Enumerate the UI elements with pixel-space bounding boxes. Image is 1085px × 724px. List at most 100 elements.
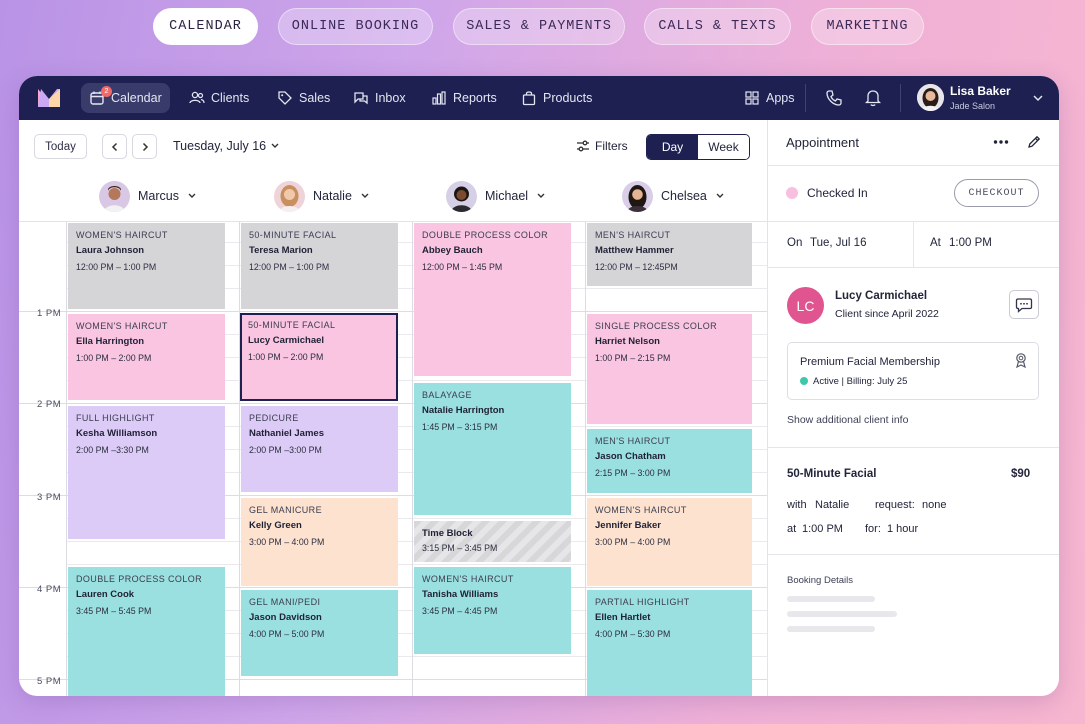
view-week-button[interactable]: Week — [698, 135, 749, 159]
column-divider — [239, 222, 240, 696]
hour-label: 2 PM — [37, 399, 62, 410]
nav-apps-label: Apps — [766, 91, 795, 105]
next-day-button[interactable] — [132, 134, 157, 159]
at-value-2[interactable]: 1:00 PM — [802, 523, 843, 535]
chat-bubbles-icon — [354, 92, 368, 105]
divider — [913, 221, 914, 267]
chevron-down-icon[interactable] — [1032, 93, 1044, 103]
logo-icon[interactable] — [38, 89, 60, 107]
hour-label: 4 PM — [37, 584, 62, 595]
date-label: Tuesday, July 16 — [173, 139, 267, 153]
appointment-time: 3:45 PM – 4:45 PM — [422, 606, 498, 616]
nav-reports[interactable]: Reports — [423, 83, 505, 113]
phone-icon[interactable] — [825, 89, 843, 107]
request-value[interactable]: none — [922, 499, 947, 511]
appointment-time: 4:00 PM – 5:00 PM — [249, 629, 325, 639]
appointment-panel: Appointment Checked In CHECKOUT On Tue, … — [767, 120, 1059, 696]
nav-sales[interactable]: Sales — [269, 83, 338, 113]
show-client-info-link[interactable]: Show additional client info — [787, 414, 909, 426]
nav-clients[interactable]: Clients — [181, 83, 257, 113]
appointment-card[interactable]: PARTIAL HIGHLIGHT Ellen Hartlet 4:00 PM … — [587, 590, 752, 696]
more-options-icon[interactable] — [993, 139, 1009, 145]
edit-pencil-icon[interactable] — [1026, 134, 1042, 150]
appointment-service: PEDICURE — [249, 413, 299, 423]
appointment-card[interactable]: MEN'S HAIRCUT Jason Chatham 2:15 PM – 3:… — [587, 429, 752, 493]
appointment-client: Lucy Carmichael — [248, 335, 325, 346]
nav-apps[interactable]: Apps — [736, 83, 803, 113]
divider — [768, 165, 1059, 166]
sliders-icon — [577, 140, 589, 152]
membership-card[interactable]: Premium Facial Membership Active | Billi… — [787, 342, 1039, 400]
tag-icon — [278, 91, 292, 105]
appointment-client: Lauren Cook — [76, 589, 135, 600]
appointment-card[interactable]: SINGLE PROCESS COLOR Harriet Nelson 1:00… — [587, 314, 752, 424]
top-nav-sales-payments[interactable]: SALES & PAYMENTS — [453, 8, 625, 45]
at-time[interactable]: 1:00 PM — [949, 237, 992, 249]
top-nav-calendar[interactable]: CALENDAR — [153, 8, 258, 45]
nav-clients-label: Clients — [211, 91, 250, 105]
bell-icon[interactable] — [864, 88, 882, 107]
view-day-button[interactable]: Day — [647, 135, 698, 159]
appointment-card[interactable]: DOUBLE PROCESS COLOR Abbey Bauch 12:00 P… — [414, 223, 571, 376]
user-avatar[interactable] — [917, 84, 944, 111]
appointment-card[interactable]: FULL HIGHLIGHT Kesha Williamson 2:00 PM … — [68, 406, 225, 539]
chevron-right-icon — [142, 142, 148, 151]
chevron-down-icon — [188, 193, 196, 198]
client-name[interactable]: Lucy Carmichael — [835, 290, 928, 302]
appointment-service: SINGLE PROCESS COLOR — [595, 321, 718, 331]
top-nav-marketing[interactable]: MARKETING — [811, 8, 924, 45]
nav-products[interactable]: Products — [513, 83, 600, 113]
checkout-button[interactable]: CHECKOUT — [954, 179, 1039, 207]
appointment-card[interactable]: MEN'S HAIRCUT Matthew Hammer 12:00 PM – … — [587, 223, 752, 286]
for-value[interactable]: 1 hour — [887, 523, 919, 535]
calendar-grid[interactable]: 1 PM 2 PM 3 PM 4 PM 5 PM WOMEN'S HAIRCUT… — [19, 221, 767, 696]
chevron-left-icon — [111, 142, 117, 151]
appointment-card[interactable]: DOUBLE PROCESS COLOR Lauren Cook 3:45 PM… — [68, 567, 225, 696]
appointment-card[interactable]: WOMEN'S HAIRCUT Tanisha Williams 3:45 PM… — [414, 567, 571, 654]
appointment-service: WOMEN'S HAIRCUT — [76, 321, 168, 331]
appointment-service: WOMEN'S HAIRCUT — [595, 505, 687, 515]
staff-header-michael[interactable]: Michael — [446, 180, 546, 212]
appointment-time: 1:45 PM – 3:15 PM — [422, 422, 498, 432]
date-picker[interactable]: Tuesday, July 16 — [173, 139, 280, 153]
appointment-card[interactable]: WOMEN'S HAIRCUT Jennifer Baker 3:00 PM –… — [587, 498, 752, 586]
appointment-card[interactable]: BALAYAGE Natalie Harrington 1:45 PM – 3:… — [414, 383, 571, 515]
today-button[interactable]: Today — [34, 134, 87, 159]
time-gridline — [66, 518, 767, 519]
appointment-client: Kelly Green — [249, 520, 302, 531]
filters-button[interactable]: Filters — [576, 139, 628, 153]
appointment-card[interactable]: GEL MANI/PEDI Jason Davidson 4:00 PM – 5… — [241, 590, 398, 676]
nav-calendar[interactable]: 2 Calendar — [81, 83, 170, 113]
appointment-card[interactable]: PEDICURE Nathaniel James 2:00 PM –3:00 P… — [241, 406, 398, 492]
appointment-service: 50-MINUTE FACIAL — [248, 320, 336, 330]
chevron-down-icon — [716, 193, 724, 198]
shopping-bag-icon — [522, 91, 536, 106]
appointment-card[interactable]: GEL MANICURE Kelly Green 3:00 PM – 4:00 … — [241, 498, 398, 586]
meta-separator: | — [841, 376, 847, 387]
staff-header-chelsea[interactable]: Chelsea — [622, 180, 725, 212]
appointment-time: 4:00 PM – 5:30 PM — [595, 629, 671, 639]
appointment-time: 12:00 PM – 12:45PM — [595, 262, 678, 272]
appointment-time: 12:00 PM – 1:45 PM — [422, 262, 503, 272]
staff-header-natalie[interactable]: Natalie — [274, 180, 370, 212]
prev-day-button[interactable] — [102, 134, 127, 159]
with-value[interactable]: Natalie — [815, 499, 850, 511]
appointment-client: Jennifer Baker — [595, 520, 662, 531]
appointment-card[interactable]: WOMEN'S HAIRCUT Ella Harrington 1:00 PM … — [68, 314, 225, 400]
message-client-button[interactable] — [1009, 290, 1039, 319]
appointment-card[interactable]: WOMEN'S HAIRCUT Laura Johnson 12:00 PM –… — [68, 223, 225, 309]
nav-inbox[interactable]: Inbox — [345, 83, 414, 113]
membership-status: Active — [813, 376, 839, 387]
staff-header-marcus[interactable]: Marcus — [99, 180, 197, 212]
membership-billing: Billing: July 25 — [846, 376, 908, 387]
divider — [768, 447, 1059, 448]
appointment-card[interactable]: 50-MINUTE FACIAL Teresa Marion 12:00 PM … — [241, 223, 398, 309]
chevron-down-icon — [271, 143, 279, 148]
on-date[interactable]: Tue, Jul 16 — [810, 237, 867, 249]
top-nav-calls-texts[interactable]: CALLS & TEXTS — [644, 8, 791, 45]
divider — [768, 267, 1059, 268]
divider — [768, 554, 1059, 555]
appointment-card-selected[interactable]: 50-MINUTE FACIAL Lucy Carmichael 1:00 PM… — [240, 313, 398, 401]
time-block[interactable]: Time Block 3:15 PM – 3:45 PM — [414, 521, 571, 562]
top-nav-online-booking[interactable]: ONLINE BOOKING — [278, 8, 433, 45]
